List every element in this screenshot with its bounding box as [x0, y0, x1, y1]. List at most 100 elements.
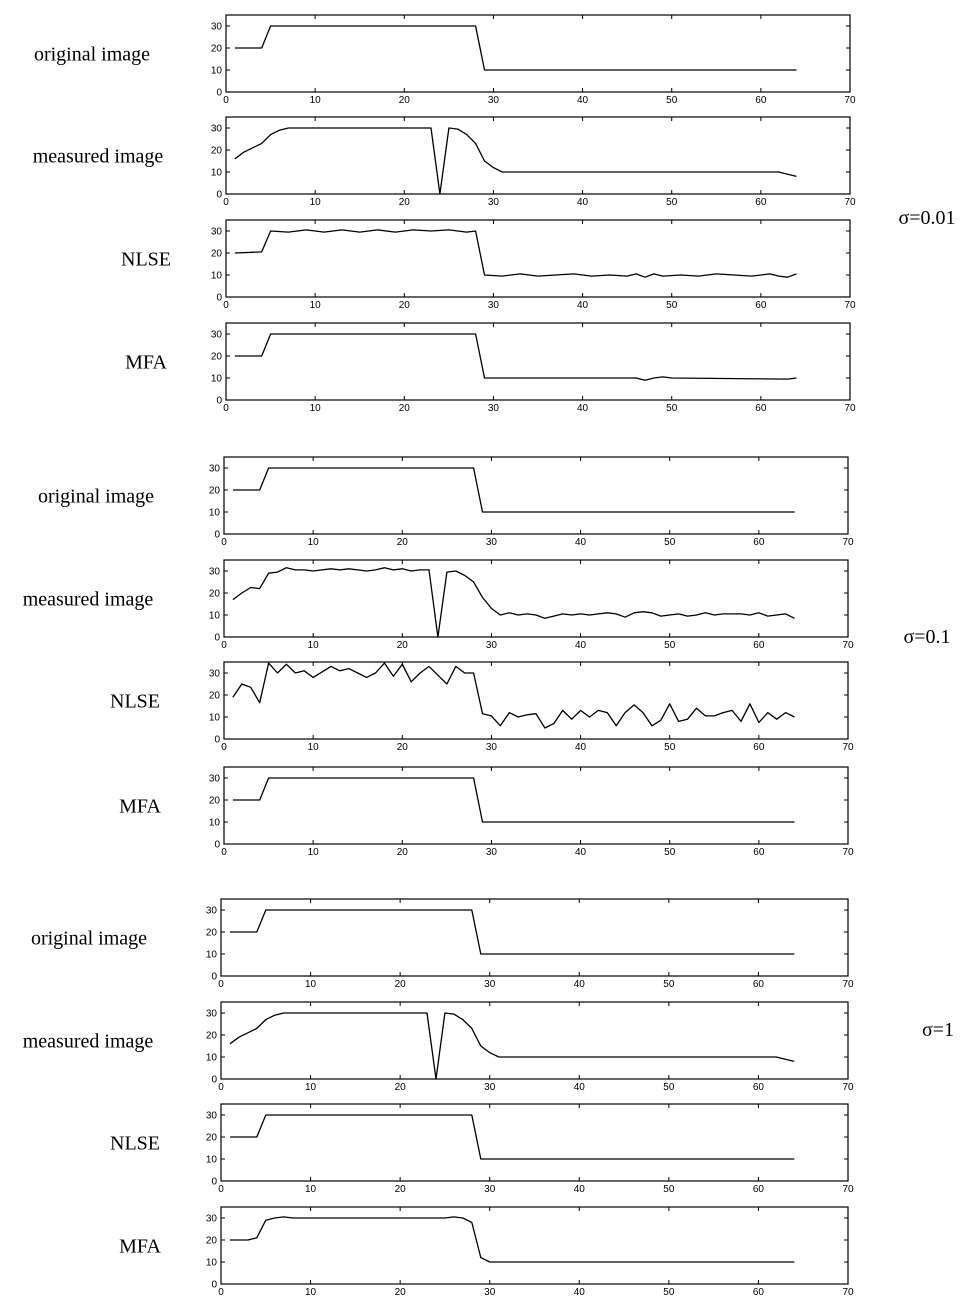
x-tick-label: 0	[223, 95, 229, 106]
x-tick-label: 60	[755, 95, 767, 106]
y-tick-label: 0	[214, 530, 220, 541]
x-tick-label: 40	[575, 640, 587, 651]
y-tick-label: 10	[209, 713, 221, 724]
plot-frame	[223, 456, 849, 535]
plot-frame	[223, 559, 849, 638]
y-tick-label: 10	[206, 1258, 218, 1269]
panel-label: measured image	[23, 589, 154, 611]
panel-6: 0 10 20 30 40 50 60 70 0 10 20 30 NLSE	[110, 661, 854, 753]
x-tick-label: 50	[663, 979, 675, 990]
x-tick-label: 20	[397, 640, 409, 651]
x-tick-label: 30	[488, 197, 500, 208]
y-tick-label: 20	[211, 249, 223, 260]
y-tick-label: 10	[211, 271, 223, 282]
panel-label: NLSE	[121, 249, 171, 271]
y-tick-label: 30	[211, 22, 223, 33]
y-tick-label: 10	[211, 168, 223, 179]
series-line	[232, 567, 795, 638]
x-tick-label: 30	[484, 979, 496, 990]
panel-7: 0 10 20 30 40 50 60 70 0 10 20 30 MFA	[119, 766, 854, 858]
panel-label: MFA	[119, 1236, 161, 1258]
y-tick-label: 30	[211, 227, 223, 238]
x-tick-label: 0	[221, 742, 227, 753]
plot-frame	[220, 1001, 849, 1080]
x-tick-label: 70	[844, 197, 856, 208]
x-tick-label: 0	[223, 197, 229, 208]
y-tick-label: 20	[209, 589, 221, 600]
x-tick-label: 0	[223, 403, 229, 414]
y-tick-label: 10	[206, 950, 218, 961]
x-tick-label: 50	[664, 742, 676, 753]
y-tick-label: 10	[211, 374, 223, 385]
x-tick-label: 10	[308, 742, 320, 753]
y-tick-label: 30	[209, 669, 221, 680]
x-tick-label: 10	[310, 403, 322, 414]
panel-2: 0 10 20 30 40 50 60 70 0 10 20 30 NLSE	[121, 219, 856, 311]
x-tick-label: 20	[395, 1287, 407, 1296]
panel-label: measured image	[33, 146, 164, 168]
y-tick-label: 30	[209, 774, 221, 785]
plot-frame	[220, 898, 849, 977]
panel-10: 0 10 20 30 40 50 60 70 0 10 20 30 NLSE	[110, 1103, 854, 1195]
x-tick-label: 30	[488, 95, 500, 106]
x-tick-label: 40	[574, 979, 586, 990]
series-line	[232, 467, 795, 513]
x-tick-label: 10	[305, 1184, 317, 1195]
x-tick-label: 30	[486, 640, 498, 651]
panel-9: 0 10 20 30 40 50 60 70 0 10 20 30 measured image	[23, 1001, 854, 1093]
y-tick-label: 20	[211, 146, 223, 157]
panel-label: MFA	[119, 796, 161, 818]
x-tick-label: 70	[842, 742, 854, 753]
x-tick-label: 20	[399, 197, 411, 208]
x-tick-label: 60	[753, 1184, 765, 1195]
x-tick-label: 70	[842, 537, 854, 548]
panel-label: original image	[31, 928, 147, 950]
y-tick-label: 0	[216, 293, 222, 304]
x-tick-label: 60	[753, 1287, 765, 1296]
x-tick-label: 30	[488, 403, 500, 414]
x-tick-label: 70	[844, 95, 856, 106]
x-tick-label: 50	[666, 403, 678, 414]
plot-frame	[225, 14, 851, 93]
x-tick-label: 30	[486, 537, 498, 548]
x-tick-label: 0	[218, 979, 224, 990]
x-tick-label: 30	[486, 847, 498, 858]
y-tick-label: 0	[214, 735, 220, 746]
x-tick-label: 40	[577, 300, 589, 311]
x-tick-label: 60	[753, 742, 765, 753]
y-tick-label: 0	[216, 396, 222, 407]
y-tick-label: 10	[206, 1155, 218, 1166]
plot-frame	[223, 661, 849, 740]
plot-frame	[223, 766, 849, 845]
x-tick-label: 30	[484, 1287, 496, 1296]
sigma-label: σ=0.1	[903, 626, 950, 648]
y-tick-label: 0	[211, 1280, 217, 1291]
panel-label: original image	[34, 44, 150, 66]
x-tick-label: 10	[305, 979, 317, 990]
x-tick-label: 50	[664, 640, 676, 651]
x-tick-label: 20	[399, 300, 411, 311]
x-tick-label: 50	[666, 95, 678, 106]
x-tick-label: 20	[395, 1184, 407, 1195]
x-tick-label: 10	[308, 537, 320, 548]
x-tick-label: 60	[755, 197, 767, 208]
x-tick-label: 50	[663, 1082, 675, 1093]
y-tick-label: 10	[209, 508, 221, 519]
y-tick-label: 0	[211, 972, 217, 983]
x-tick-label: 50	[664, 847, 676, 858]
series-line	[234, 127, 797, 195]
series-line	[230, 909, 795, 955]
y-tick-label: 0	[214, 840, 220, 851]
panel-label: original image	[38, 486, 154, 508]
x-tick-label: 70	[842, 847, 854, 858]
x-tick-label: 10	[310, 197, 322, 208]
x-tick-label: 60	[753, 537, 765, 548]
x-tick-label: 0	[221, 537, 227, 548]
x-tick-label: 0	[218, 1287, 224, 1296]
y-tick-label: 0	[216, 190, 222, 201]
x-tick-label: 20	[395, 1082, 407, 1093]
panel-8: 0 10 20 30 40 50 60 70 0 10 20 30 original image	[31, 898, 854, 990]
y-tick-label: 20	[206, 1031, 218, 1042]
y-tick-label: 20	[211, 44, 223, 55]
